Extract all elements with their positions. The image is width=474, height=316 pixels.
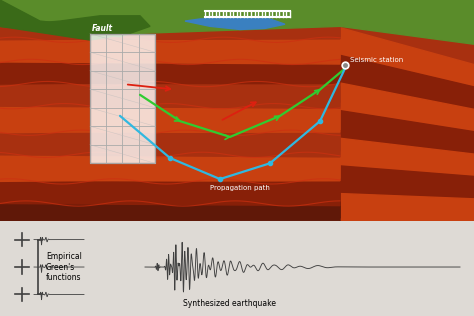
Polygon shape bbox=[340, 166, 474, 199]
Polygon shape bbox=[0, 181, 340, 206]
Polygon shape bbox=[0, 106, 340, 133]
Polygon shape bbox=[0, 132, 340, 155]
Polygon shape bbox=[0, 0, 340, 40]
Polygon shape bbox=[0, 200, 340, 221]
Polygon shape bbox=[340, 193, 474, 221]
Text: Seismic station: Seismic station bbox=[350, 57, 403, 63]
Polygon shape bbox=[0, 154, 340, 181]
Polygon shape bbox=[0, 103, 340, 133]
Text: Propagation path: Propagation path bbox=[210, 185, 270, 191]
Polygon shape bbox=[340, 83, 474, 132]
Polygon shape bbox=[0, 59, 340, 84]
Polygon shape bbox=[0, 40, 340, 64]
Polygon shape bbox=[0, 203, 340, 221]
Polygon shape bbox=[0, 0, 340, 40]
Polygon shape bbox=[340, 111, 474, 154]
Polygon shape bbox=[0, 0, 150, 37]
Polygon shape bbox=[340, 55, 474, 109]
Polygon shape bbox=[0, 61, 340, 84]
Polygon shape bbox=[340, 0, 474, 221]
Polygon shape bbox=[340, 27, 474, 87]
Polygon shape bbox=[90, 34, 155, 163]
Text: Empirical
Green's
functions: Empirical Green's functions bbox=[46, 252, 82, 282]
Polygon shape bbox=[0, 0, 474, 44]
Text: Synthesized earthquake: Synthesized earthquake bbox=[183, 299, 276, 308]
Polygon shape bbox=[0, 152, 340, 181]
Text: Fault: Fault bbox=[92, 24, 113, 33]
Polygon shape bbox=[0, 83, 340, 106]
Polygon shape bbox=[0, 181, 340, 204]
Polygon shape bbox=[185, 17, 285, 29]
Polygon shape bbox=[0, 84, 340, 108]
Polygon shape bbox=[0, 39, 340, 62]
Polygon shape bbox=[340, 138, 474, 176]
Polygon shape bbox=[0, 133, 340, 157]
Polygon shape bbox=[0, 0, 130, 40]
